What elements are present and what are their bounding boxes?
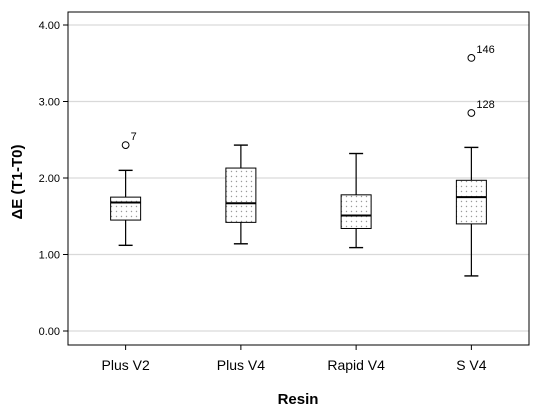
y-tick-label: 4.00 [39,20,60,32]
y-tick-label: 0.00 [39,326,60,338]
x-tick-label: Plus V4 [217,357,265,373]
x-axis-label: Resin [278,391,319,408]
outlier-point [121,141,130,150]
y-axis-label: ΔE (T1-T0) [9,145,26,220]
iqr-box [110,196,142,221]
x-tick-label: Rapid V4 [327,357,385,373]
boxes-layer: 7 128 146 [110,44,495,277]
y-tick-label: 2.00 [39,173,60,185]
y-axis-ticks: 0.00 1.00 2.00 3.00 4.00 [39,20,68,338]
x-tick-label: Plus V2 [102,357,150,373]
outlier-point [467,53,476,62]
outlier-label: 128 [476,99,494,111]
iqr-box [225,167,257,223]
y-tick-label: 1.00 [39,250,60,262]
outlier-label: 146 [476,44,494,56]
outlier-point [467,109,476,117]
outlier-label: 7 [131,131,137,143]
iqr-box [340,194,372,229]
x-axis-ticks: Plus V2 Plus V4 Rapid V4 S V4 [102,345,487,373]
box-group: 128 146 [455,44,495,277]
box-group [225,144,257,245]
box-group: 7 [110,131,142,247]
x-tick-label: S V4 [456,357,487,373]
box-group [340,152,372,249]
y-tick-label: 3.00 [39,97,60,109]
grid-layer [68,24,529,332]
iqr-box [455,179,487,225]
